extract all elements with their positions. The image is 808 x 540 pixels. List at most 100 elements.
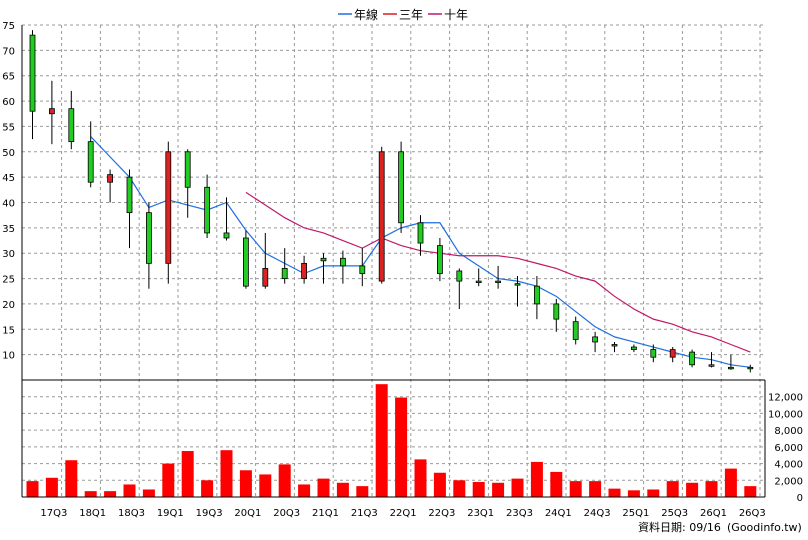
price-tick-label: 20 (2, 300, 15, 311)
price-tick-label: 30 (2, 249, 15, 260)
footer-date: 資料日期: 09/16 (638, 520, 721, 534)
volume-bars (26, 384, 757, 497)
x-tick-label: 20Q1 (234, 508, 261, 519)
volume-bar (65, 460, 78, 497)
volume-bar (724, 468, 737, 497)
candle-body-up (534, 285, 540, 305)
volume-tick-label: 8,000 (774, 426, 803, 437)
x-tick-label: 21Q3 (351, 508, 378, 519)
volume-grid (22, 396, 765, 481)
volume-bar (589, 481, 602, 497)
ma-line-三年 (245, 191, 751, 353)
candle-body-up (145, 212, 152, 264)
candle-body-up (398, 151, 405, 224)
x-tick-label: 18Q1 (79, 508, 106, 519)
volume-tick-label: 10,000 (768, 409, 803, 420)
price-tick-label: 40 (2, 199, 15, 210)
legend: 年線 三年 十年 (338, 7, 468, 22)
price-tick-label: 10 (2, 351, 15, 362)
candle-body-up (223, 232, 230, 239)
price-tick-label: 65 (2, 72, 15, 83)
x-tick-label: 25Q3 (661, 508, 688, 519)
candle-body-down (301, 262, 308, 279)
price-tick-label: 70 (2, 46, 15, 57)
volume-bar (375, 384, 388, 497)
candle-body-up (339, 257, 346, 267)
price-axis: 10 15 20 25 30 35 40 45 50 55 60 65 70 75 (2, 21, 15, 362)
volume-tick-label: 12,000 (768, 393, 803, 404)
candle-body-up (689, 351, 695, 366)
volume-bar (666, 481, 679, 497)
volume-tick-label: 2,000 (774, 476, 803, 487)
x-tick-label: 20Q3 (273, 508, 300, 519)
legend-label-annual: 年線 (354, 7, 378, 22)
volume-bar (259, 474, 272, 497)
volume-bar (26, 481, 39, 497)
volume-bar (142, 489, 155, 497)
volume-bar (220, 450, 233, 497)
volume-bar (511, 478, 524, 497)
volume-bar (181, 451, 194, 497)
candle-body-down (669, 349, 676, 358)
volume-bar (45, 477, 58, 497)
volume-bar (104, 491, 117, 497)
candle-body-up (87, 141, 94, 183)
x-tick-label: 26Q3 (739, 508, 766, 519)
candle-body-up (204, 186, 211, 234)
volume-bar (336, 482, 349, 497)
price-tick-label: 50 (2, 148, 15, 159)
price-tick-label: 45 (2, 173, 15, 184)
volume-bar (162, 463, 175, 497)
volume-bar (647, 489, 660, 497)
candle-body-up (611, 344, 618, 347)
volume-bar (492, 482, 505, 497)
volume-bar (744, 486, 757, 497)
candle-body-up (126, 176, 133, 214)
volume-bar (433, 472, 446, 497)
candle-body-down (107, 174, 113, 183)
candle-body-down (165, 151, 172, 264)
volume-tick-label: 0 (797, 493, 803, 504)
volume-bar (356, 486, 369, 497)
volume-bar (278, 464, 291, 497)
x-tick-label: 21Q1 (312, 508, 339, 519)
candle-body-up (281, 268, 288, 279)
x-tick-label: 25Q1 (622, 508, 649, 519)
legend-label-three-year: 三年 (399, 8, 423, 22)
candle-body-up (495, 280, 502, 284)
volume-bar (123, 484, 136, 497)
x-tick-label: 18Q3 (118, 508, 145, 519)
candle-body-up (68, 108, 75, 143)
candle-body-down (378, 151, 385, 282)
volume-bar (239, 470, 252, 497)
volume-tick-label: 4,000 (774, 460, 803, 471)
volume-bar (608, 488, 621, 497)
price-tick-label: 25 (2, 275, 15, 286)
x-tick-label: 19Q3 (196, 508, 223, 519)
volume-bar (627, 490, 640, 497)
candle-body-up (359, 265, 366, 274)
x-tick-label: 23Q3 (506, 508, 533, 519)
volume-bar (298, 484, 311, 497)
candle-body-up (475, 280, 482, 284)
price-tick-label: 55 (2, 122, 15, 133)
x-axis: 17Q3 18Q1 18Q3 19Q1 19Q3 20Q1 20Q3 21Q1 21Q3 22Q1… (40, 508, 765, 519)
volume-bar (705, 481, 718, 497)
candlesticks (29, 30, 754, 373)
volume-bar (686, 482, 699, 497)
x-tick-label: 19Q1 (157, 508, 184, 519)
x-tick-label: 23Q1 (467, 508, 494, 519)
candle-body-up (417, 222, 424, 244)
footer-site: (Goodinfo.tw) (727, 521, 802, 534)
price-grid (22, 24, 765, 497)
candle-body-up (650, 349, 657, 358)
candle-body-up (29, 34, 36, 112)
x-tick-label: 26Q1 (700, 508, 727, 519)
price-tick-label: 35 (2, 224, 15, 235)
candle-body-up (592, 336, 598, 343)
candle-body-up (456, 270, 463, 282)
volume-axis: 0 2,000 4,000 6,000 8,000 10,000 12,000 (768, 393, 803, 504)
candle-body-up (184, 151, 191, 188)
x-tick-label: 17Q3 (40, 508, 67, 519)
